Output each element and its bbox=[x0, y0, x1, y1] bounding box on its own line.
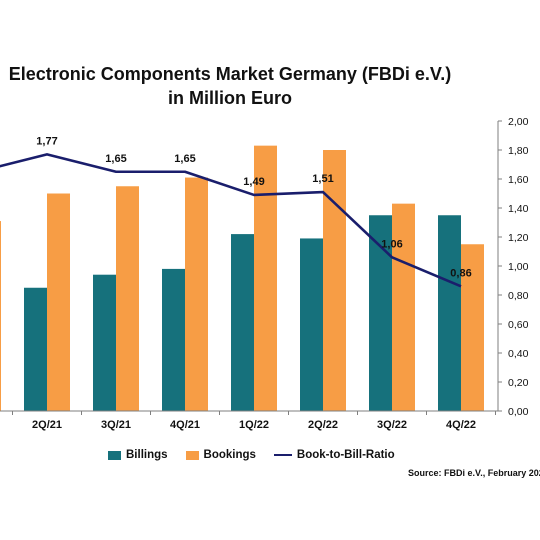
bar-bookings-7 bbox=[461, 244, 484, 411]
y2-tick-label: 1,40 bbox=[508, 203, 529, 215]
bar-billings-7 bbox=[438, 215, 461, 411]
ratio-data-label: 1,65 bbox=[105, 153, 126, 165]
bar-bookings-1 bbox=[47, 193, 70, 411]
legend-label-ratio: Book-to-Bill-Ratio bbox=[296, 449, 395, 461]
chart-title-line-1: Electronic Components Market Germany (FB… bbox=[8, 64, 452, 84]
y2-tick-label: 1,60 bbox=[508, 174, 529, 186]
source-note: Source: FBDi e.V., February 2023 bbox=[408, 468, 540, 478]
legend-swatch-billings bbox=[108, 450, 121, 460]
ratio-data-label: 1,51 bbox=[312, 173, 333, 185]
y2-tick-label: 1,20 bbox=[508, 232, 529, 244]
bar-billings-6 bbox=[369, 215, 392, 411]
bars-layer bbox=[0, 145, 484, 411]
ratio-line-layer bbox=[0, 153, 462, 288]
bar-billings-2 bbox=[93, 274, 116, 411]
y2-tick-label: 2,00 bbox=[508, 116, 529, 128]
y2-tick-label: 0,40 bbox=[508, 348, 529, 360]
bar-billings-4 bbox=[231, 234, 254, 411]
y2-tick-label: 0,20 bbox=[508, 377, 529, 389]
legend-swatch-bookings bbox=[185, 450, 199, 460]
ratio-data-label: 1,49 bbox=[243, 176, 264, 188]
y2-tick-label: 0,00 bbox=[508, 406, 529, 418]
legend-label-bookings: Bookings bbox=[203, 449, 256, 461]
bar-bookings-6 bbox=[392, 203, 415, 411]
bar-billings-1 bbox=[24, 287, 47, 411]
chart-title-line-2: in Million Euro bbox=[168, 88, 292, 108]
bar-bookings-3 bbox=[185, 177, 208, 411]
y2-tick-label: 1,80 bbox=[508, 145, 529, 157]
legend-item-bookings: Bookings bbox=[185, 449, 256, 461]
ratio-data-label: 0,86 bbox=[450, 267, 471, 279]
y2-tick-label: 1,00 bbox=[508, 261, 529, 273]
legend-label-billings: Billings bbox=[126, 449, 168, 461]
legend-item-billings: Billings bbox=[108, 449, 168, 461]
bar-billings-3 bbox=[162, 268, 185, 411]
bar-bookings-4 bbox=[254, 145, 277, 411]
axes-layer bbox=[0, 120, 502, 415]
x-tick-label: 4Q/21 bbox=[170, 419, 200, 431]
x-tick-label: 3Q/21 bbox=[101, 419, 131, 431]
y2-tick-label: 0,80 bbox=[508, 290, 529, 302]
x-tick-label: 3Q/22 bbox=[377, 419, 407, 431]
x-tick-label: 2Q/22 bbox=[308, 419, 338, 431]
y2-tick-label: 0,60 bbox=[508, 319, 529, 331]
ratio-data-label: 1,65 bbox=[174, 153, 195, 165]
labels-layer: 2Q/21 3Q/21 4Q/21 1Q/22 2Q/22 3Q/22 4Q/22 0,00 0… bbox=[32, 116, 529, 431]
legend-swatch-ratio bbox=[273, 454, 292, 456]
x-tick-label: 1Q/22 bbox=[239, 419, 269, 431]
chart-title: Electronic Components Market Germany (FB… bbox=[0, 62, 460, 110]
ratio-data-label: 1,06 bbox=[381, 238, 402, 250]
legend: Billings Bookings Book-to-Bill-Ratio bbox=[108, 449, 413, 461]
bar-billings-5 bbox=[300, 238, 323, 411]
bar-bookings-0 bbox=[0, 221, 1, 411]
bar-bookings-2 bbox=[116, 186, 139, 411]
ratio-data-label: 1,77 bbox=[36, 135, 57, 147]
x-tick-label: 4Q/22 bbox=[446, 419, 476, 431]
x-tick-label: 2Q/21 bbox=[32, 419, 62, 431]
ratio-line bbox=[0, 153, 462, 288]
legend-item-ratio: Book-to-Bill-Ratio bbox=[273, 449, 395, 461]
bar-bookings-5 bbox=[323, 150, 346, 411]
